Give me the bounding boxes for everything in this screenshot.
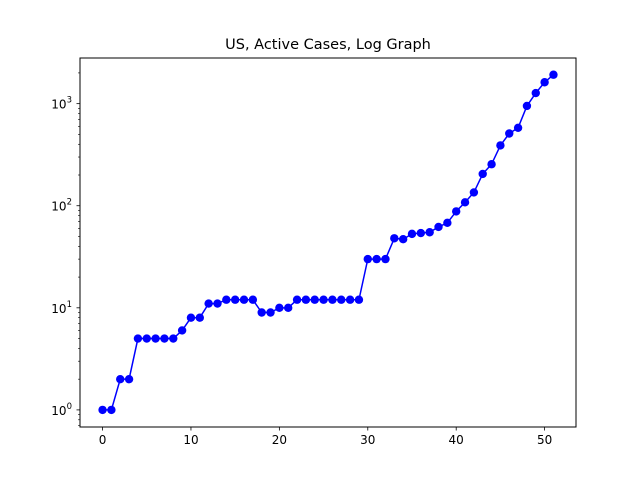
data-point	[177, 326, 187, 335]
data-point	[275, 303, 284, 313]
data-point	[487, 160, 496, 169]
data-point	[505, 129, 514, 138]
x-tick-label: 50	[537, 433, 552, 447]
data-point	[469, 188, 479, 197]
data-point	[452, 207, 461, 216]
data-point	[142, 334, 151, 343]
y-axis: 100 101 102 103	[51, 72, 80, 427]
data-point	[257, 308, 266, 317]
data-point	[116, 374, 125, 384]
data-point	[266, 308, 275, 317]
data-point	[443, 218, 452, 228]
data-point	[204, 299, 213, 308]
plot-area	[98, 70, 558, 415]
x-tick-label: 30	[360, 433, 375, 447]
data-point	[416, 228, 426, 238]
data-point	[284, 303, 293, 313]
axes-frame	[79, 57, 577, 428]
data-point	[301, 295, 311, 304]
data-point	[522, 101, 532, 111]
y-tick-label: 101	[51, 300, 72, 316]
data-point	[248, 295, 258, 304]
y-tick-label: 103	[51, 96, 72, 112]
y-tick-label: 100	[51, 402, 72, 418]
data-point	[407, 229, 417, 239]
data-point	[549, 70, 558, 79]
data-point	[160, 334, 169, 343]
data-point	[345, 295, 355, 304]
chart-title: US, Active Cases, Log Graph	[225, 37, 431, 53]
data-point	[363, 254, 372, 264]
data-point	[230, 295, 240, 304]
x-tick-label: 40	[449, 433, 464, 447]
data-point	[540, 78, 549, 87]
data-point	[531, 88, 540, 98]
data-point	[390, 234, 399, 243]
data-point	[98, 405, 107, 415]
data-point	[381, 254, 390, 264]
data-point	[213, 299, 222, 308]
data-point	[328, 295, 337, 304]
data-point	[310, 295, 319, 304]
data-point	[372, 254, 381, 264]
series-line-0	[102, 74, 554, 411]
data-point	[425, 228, 434, 237]
data-point	[169, 334, 178, 343]
data-point	[186, 313, 196, 322]
data-point	[460, 198, 470, 207]
x-tick-label: 0	[99, 433, 107, 447]
data-point	[107, 405, 116, 415]
data-point	[337, 295, 346, 304]
data-point	[513, 123, 523, 132]
data-point	[434, 222, 443, 232]
data-point	[239, 295, 249, 304]
data-point	[124, 374, 134, 384]
x-tick-label: 20	[272, 433, 287, 447]
y-tick-label: 102	[51, 198, 72, 214]
data-point	[496, 141, 505, 150]
x-axis: 0 10 20 30 40 50	[99, 427, 552, 447]
data-point	[195, 313, 204, 322]
x-tick-label: 10	[183, 433, 198, 447]
data-point	[133, 334, 143, 343]
data-point	[354, 295, 364, 304]
data-point	[319, 295, 328, 304]
data-point	[151, 334, 160, 343]
data-point	[292, 295, 302, 304]
data-point	[478, 169, 487, 179]
data-point	[398, 235, 408, 244]
data-point	[222, 295, 231, 304]
